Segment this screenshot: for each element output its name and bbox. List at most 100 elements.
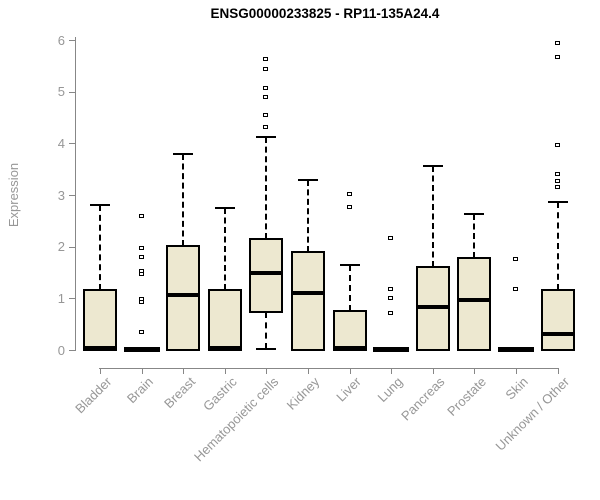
y-axis-tick-label: 3 — [57, 187, 65, 203]
outlier-marker — [388, 236, 394, 241]
outlier-marker — [138, 255, 144, 259]
upper-whisker-line — [307, 180, 309, 252]
median-line — [415, 304, 450, 309]
upper-whisker-line — [473, 213, 476, 258]
median-line — [207, 345, 242, 350]
x-axis-tick — [183, 368, 185, 374]
x-axis-tick-label: Liver — [333, 374, 365, 405]
y-axis-label: Expression — [6, 162, 21, 228]
x-axis-tick — [349, 368, 351, 374]
outlier-marker — [554, 178, 560, 183]
outlier-marker — [138, 329, 144, 334]
y-axis-tick — [69, 40, 75, 41]
upper-whisker-line — [99, 205, 101, 291]
iqr-box — [291, 250, 325, 351]
median-line — [457, 297, 492, 302]
collapsed-box-median-line — [498, 346, 534, 352]
x-axis-line — [99, 368, 559, 369]
x-axis-tick — [100, 368, 101, 374]
x-axis-tick-label: Pancreas — [397, 374, 448, 424]
iqr-box — [457, 256, 492, 351]
outlier-marker — [346, 204, 352, 209]
y-axis-tick — [69, 195, 75, 196]
outlier-marker — [346, 192, 352, 197]
y-axis-tick — [69, 143, 75, 145]
outlier-marker — [388, 296, 394, 301]
y-axis-tick-label: 1 — [57, 290, 65, 306]
median-line — [249, 271, 284, 276]
y-axis-tick — [69, 298, 75, 300]
x-axis-tick — [224, 368, 226, 374]
upper-whisker-cap — [173, 152, 194, 155]
upper-whisker-line — [556, 201, 559, 291]
iqr-box — [83, 289, 117, 351]
upper-whisker-cap — [214, 207, 235, 210]
y-axis-tick — [69, 246, 75, 248]
collapsed-box-median-line — [123, 346, 160, 352]
upper-whisker-line — [265, 136, 268, 239]
y-axis-tick-label: 6 — [57, 32, 65, 48]
iqr-box — [540, 289, 575, 351]
upper-whisker-cap — [256, 135, 277, 138]
median-line — [540, 331, 575, 336]
x-axis-tick-label: Brain — [124, 374, 157, 407]
outlier-marker — [513, 256, 518, 261]
median-line — [166, 292, 201, 297]
collapsed-box-median-line — [373, 346, 410, 352]
median-line — [291, 290, 325, 295]
x-axis-tick — [308, 368, 309, 374]
outlier-marker — [554, 184, 560, 189]
outlier-marker — [138, 245, 144, 250]
x-axis-tick-label: Unknown / Other — [492, 374, 573, 454]
lower-whisker-cap — [256, 348, 277, 351]
outlier-marker — [388, 311, 394, 316]
median-line — [83, 345, 117, 350]
x-axis-tick — [516, 368, 517, 374]
x-axis-tick — [391, 368, 393, 374]
x-axis-tick-label: Prostate — [444, 374, 490, 419]
outlier-marker — [554, 142, 560, 147]
y-axis-tick-label: 5 — [57, 84, 65, 100]
upper-whisker-cap — [464, 212, 485, 215]
y-axis-tick-label: 2 — [57, 239, 65, 255]
iqr-box — [332, 309, 367, 351]
upper-whisker-line — [348, 265, 351, 311]
outlier-marker — [263, 125, 269, 130]
upper-whisker-cap — [339, 264, 360, 267]
upper-whisker-cap — [422, 165, 443, 168]
x-axis-tick-label: Lung — [374, 374, 406, 406]
iqr-box — [166, 245, 201, 351]
outlier-marker — [263, 112, 269, 117]
upper-whisker-cap — [90, 204, 110, 207]
x-axis-tick-label: Skin — [502, 374, 531, 403]
outlier-marker — [138, 300, 144, 305]
iqr-box — [249, 237, 284, 314]
y-axis-tick — [69, 350, 75, 351]
median-line — [332, 346, 367, 351]
lower-whisker-line — [265, 312, 268, 350]
x-axis-tick — [474, 368, 476, 374]
outlier-marker — [263, 86, 269, 91]
upper-whisker-line — [182, 153, 185, 247]
upper-whisker-line — [431, 166, 434, 267]
outlier-marker — [554, 40, 560, 45]
x-axis-tick — [432, 368, 434, 374]
y-axis-tick — [69, 91, 75, 93]
iqr-box — [207, 289, 242, 351]
chart-title: ENSG00000233825 - RP11-135A24.4 — [210, 6, 440, 21]
x-axis-tick-label: Gastric — [199, 374, 240, 414]
x-axis-tick-label: Kidney — [283, 374, 323, 413]
upper-whisker-cap — [547, 200, 568, 203]
x-axis-tick — [266, 368, 268, 374]
y-axis-line — [75, 37, 76, 351]
x-axis-tick — [557, 368, 559, 374]
y-axis-tick-label: 0 — [57, 342, 65, 358]
x-axis-tick-label: Breast — [160, 374, 198, 412]
outlier-marker — [263, 56, 269, 61]
x-axis-tick-label: Bladder — [72, 374, 115, 417]
outlier-marker — [554, 55, 560, 60]
outlier-marker — [554, 172, 560, 177]
x-axis-tick — [141, 368, 143, 374]
outlier-marker — [263, 66, 269, 71]
